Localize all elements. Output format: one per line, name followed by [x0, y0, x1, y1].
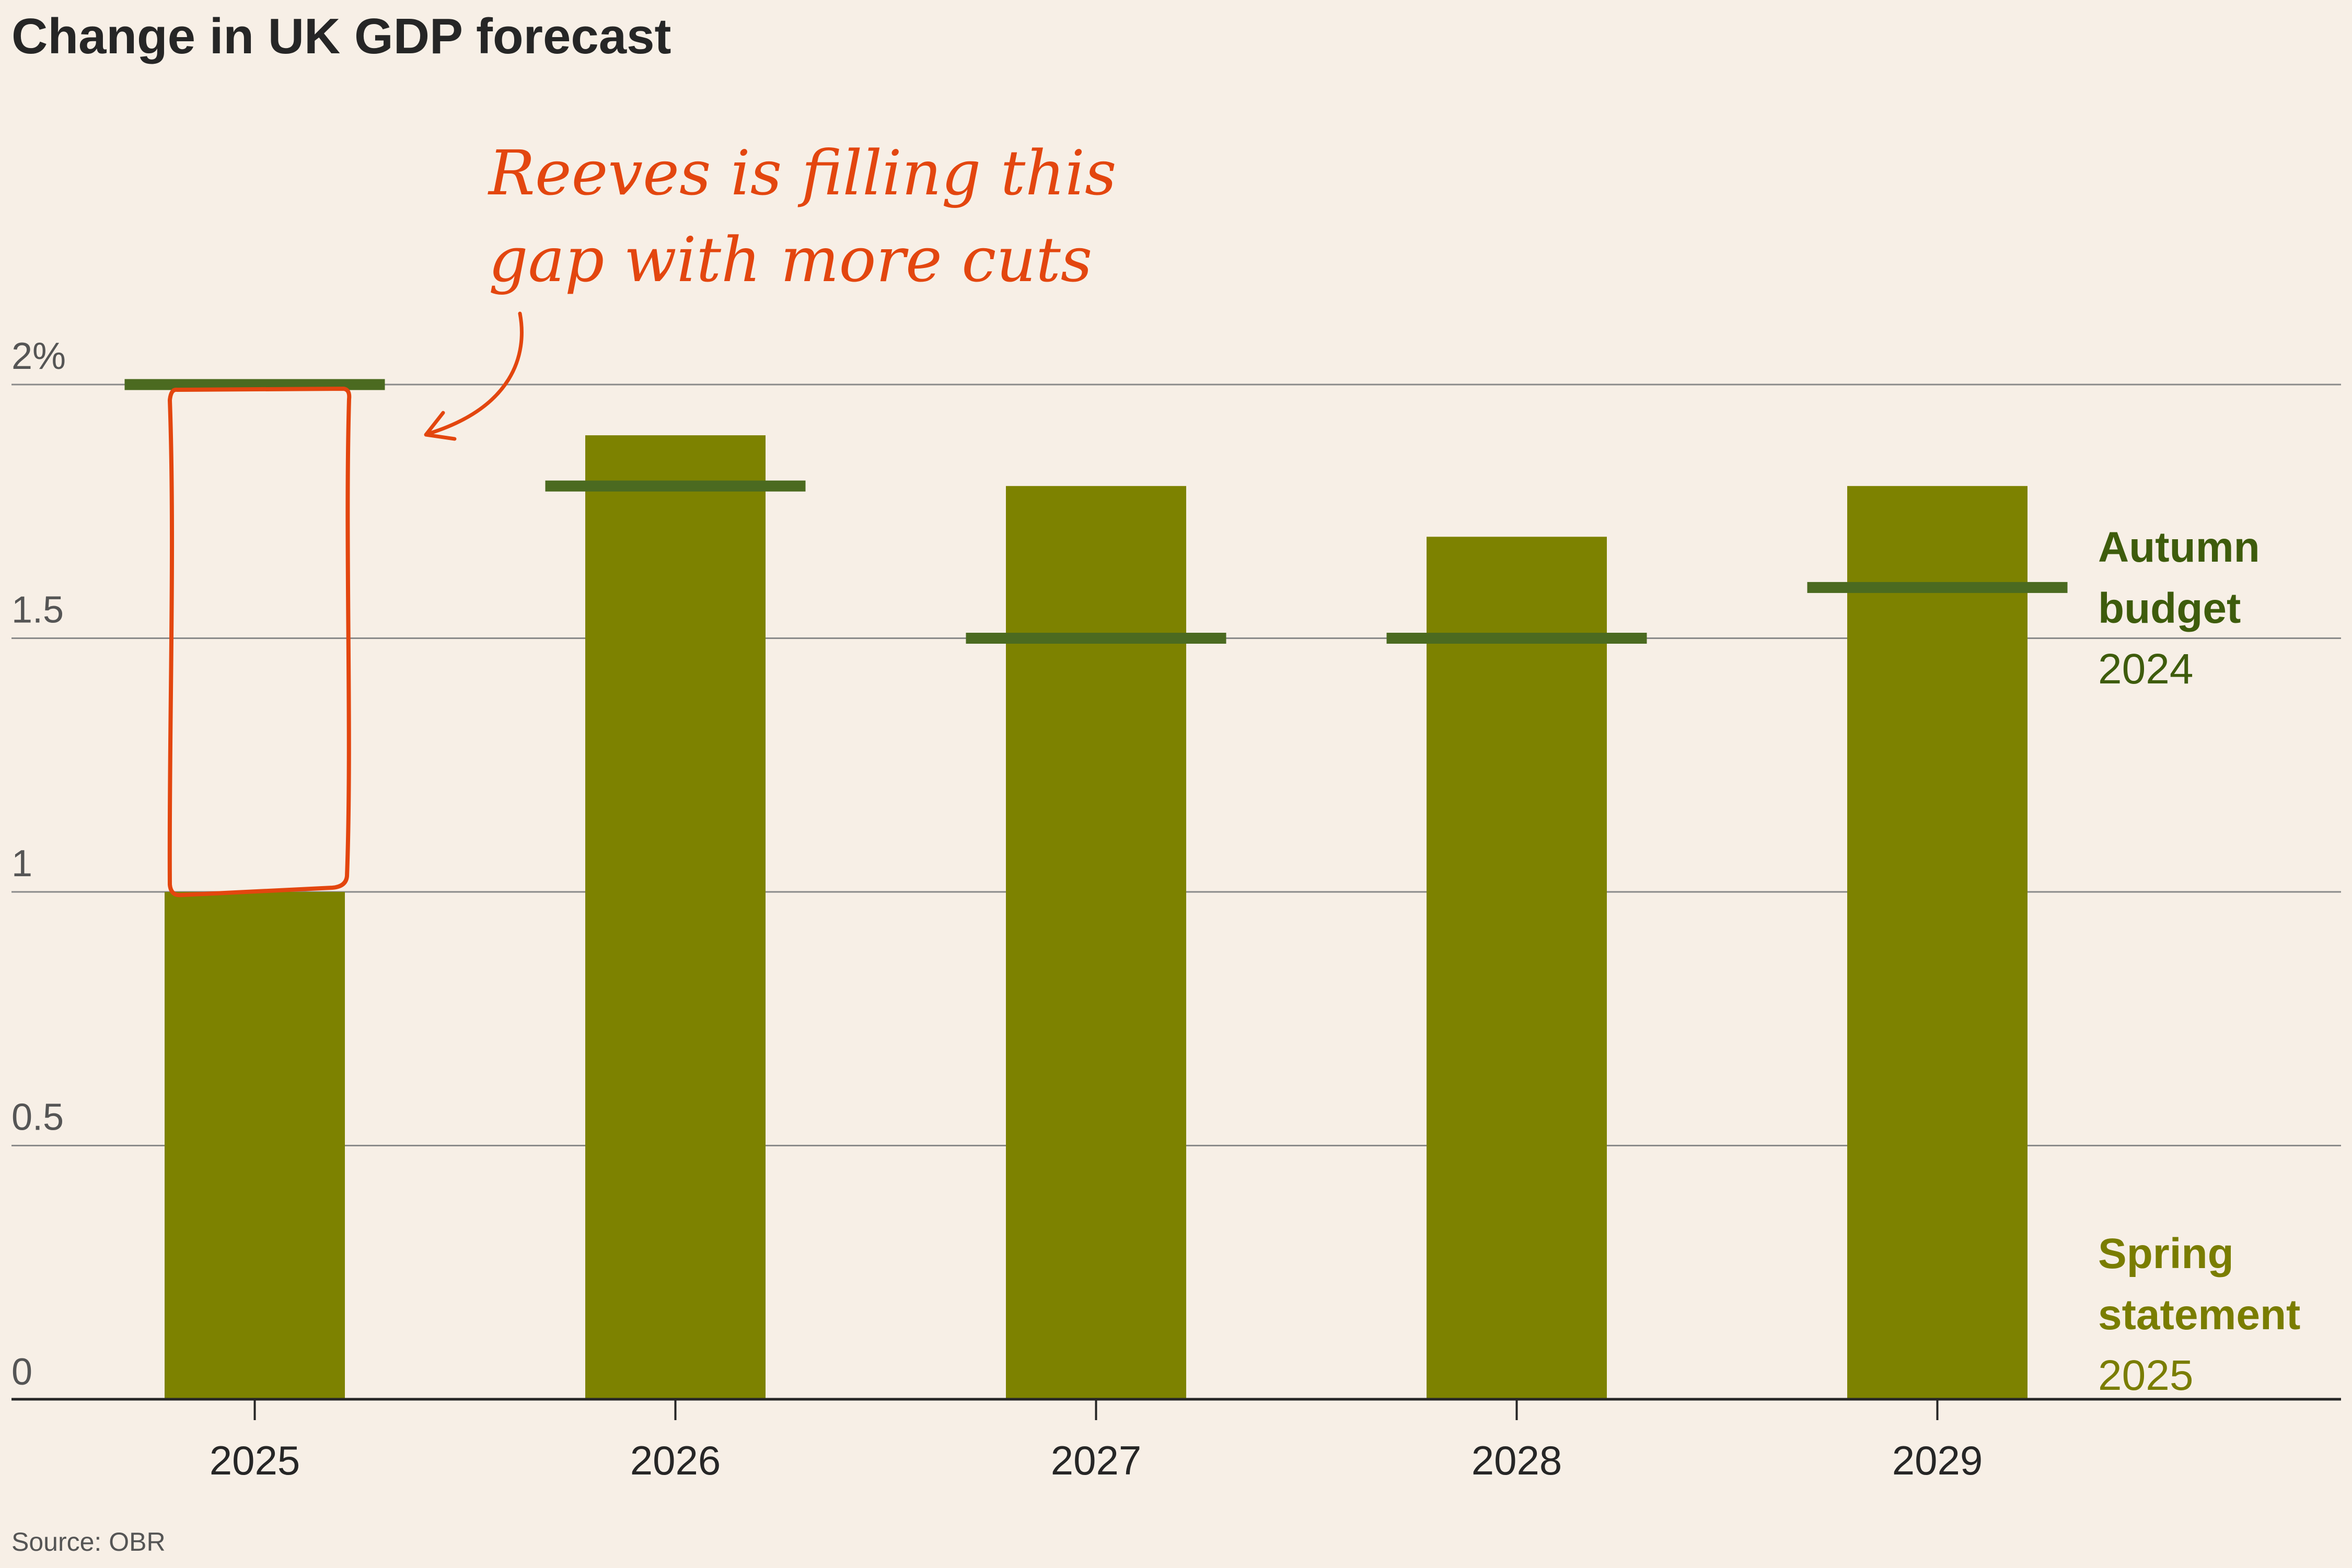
legend-autumn-year: 2024	[2098, 645, 2193, 693]
marker-2026	[545, 480, 806, 492]
annotation-arrow	[426, 311, 524, 436]
x-tick-label-2026: 2026	[630, 1437, 721, 1483]
marker-2029	[1807, 582, 2068, 593]
x-tick-label-2027: 2027	[1051, 1437, 1142, 1483]
y-tick-label-0: 0	[11, 1351, 32, 1393]
y-tick-label-0-5: 0.5	[11, 1097, 64, 1139]
marker-2027	[966, 633, 1226, 644]
annotation-arrowhead	[424, 411, 457, 441]
bar-2028	[1427, 537, 1607, 1399]
legend-spring-line-2: statement	[2098, 1291, 2300, 1339]
y-tick-label-1: 1	[11, 843, 32, 885]
legend-autumn-line-2: budget	[2098, 585, 2241, 632]
x-tick-label-2025: 2025	[210, 1437, 300, 1483]
chart-title: Change in UK GDP forecast	[11, 8, 671, 64]
y-axis-ticks: 0 0.5 1 1.5 2%	[11, 335, 66, 1393]
source-note: Source: OBR	[11, 1527, 166, 1557]
bar-2025	[165, 892, 345, 1399]
annotation-gap-box	[167, 387, 352, 898]
bar-2029	[1847, 486, 2027, 1400]
legend-spring-line-1: Spring	[2098, 1230, 2234, 1277]
annotation-line-2: gap with more cuts	[489, 224, 1092, 296]
x-tick-label-2029: 2029	[1892, 1437, 1983, 1483]
y-tick-label-2: 2%	[11, 335, 66, 377]
annotation: Reeves is filling this gap with more cut…	[167, 137, 1117, 898]
annotation-line-1: Reeves is filling this	[488, 137, 1117, 209]
bar-2026	[585, 435, 766, 1399]
legend: Autumn budget 2024 Spring statement 2025	[2098, 524, 2300, 1399]
legend-spring-year: 2025	[2098, 1352, 2193, 1399]
y-tick-label-1-5: 1.5	[11, 589, 64, 631]
autumn-markers	[124, 379, 2068, 644]
bar-2027	[1006, 486, 1186, 1400]
x-axis-ticks: 2025 2026 2027 2028 2029	[210, 1399, 1983, 1483]
x-tick-label-2028: 2028	[1472, 1437, 1562, 1483]
legend-autumn-line-1: Autumn	[2098, 524, 2260, 571]
marker-2028	[1386, 633, 1647, 644]
